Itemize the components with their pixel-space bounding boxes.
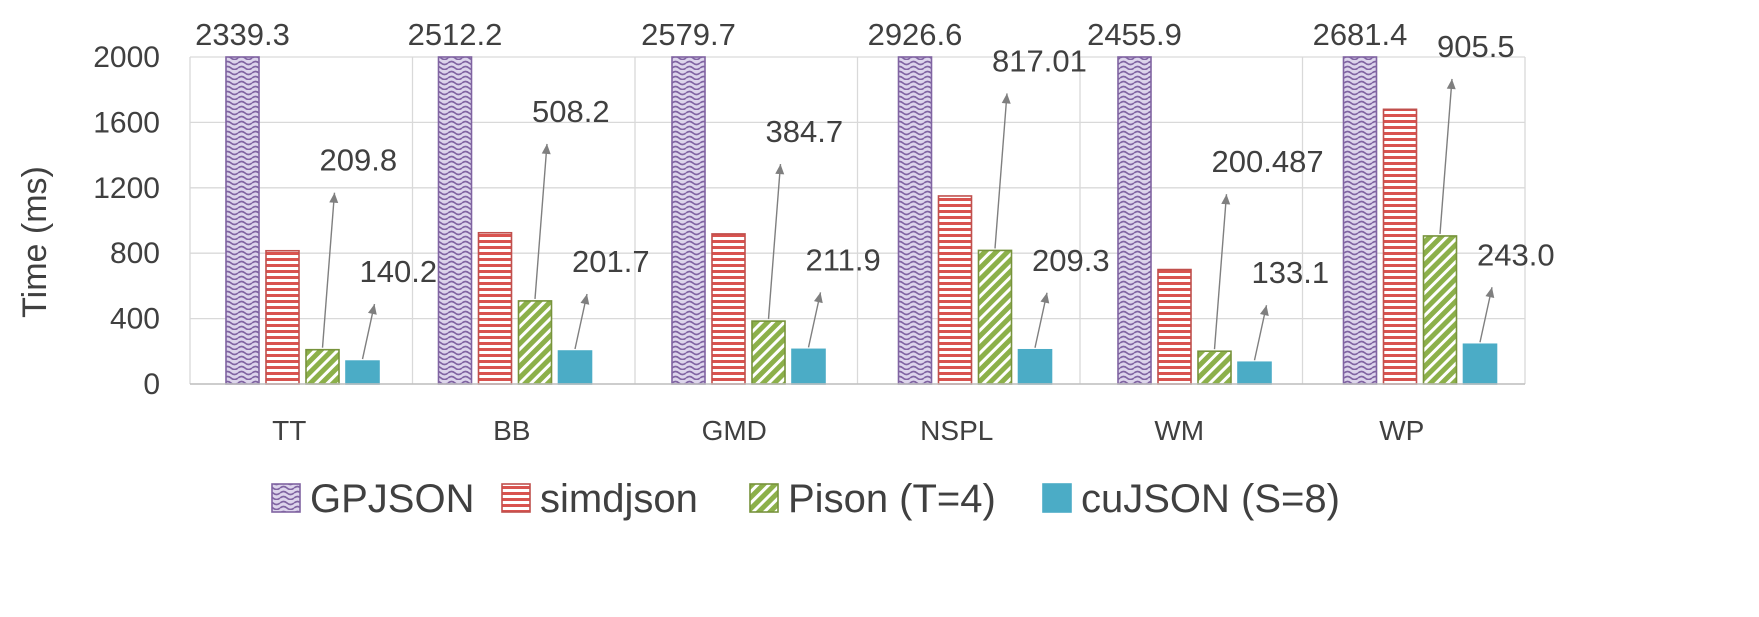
y-tick-label: 800 bbox=[110, 237, 160, 270]
data-labels-layer: 2339.3 209.8 140.2 2512.2 508.2 201.7 2579.7 38… bbox=[195, 17, 1555, 361]
data-label: 508.2 bbox=[532, 94, 610, 129]
data-label: 209.3 bbox=[1032, 243, 1110, 278]
legend-label: GPJSON bbox=[310, 477, 474, 521]
bar-cujson-s-8-bb bbox=[557, 350, 593, 385]
legend-swatch bbox=[501, 483, 531, 513]
bar-simdjson-gmd bbox=[711, 233, 746, 385]
data-label: 2455.9 bbox=[1087, 17, 1182, 52]
data-label: 209.8 bbox=[320, 143, 398, 178]
bar-simdjson-wp bbox=[1382, 108, 1418, 385]
legend-swatch bbox=[749, 483, 779, 513]
data-label: 2339.3 bbox=[195, 17, 290, 52]
x-tick-label: BB bbox=[493, 415, 530, 446]
data-label: 140.2 bbox=[360, 254, 438, 289]
y-tick-label: 1600 bbox=[93, 106, 160, 139]
x-tick-label: NSPL bbox=[920, 415, 993, 446]
y-axis-title: Time (ms) bbox=[16, 166, 54, 318]
leader-line bbox=[994, 93, 1008, 249]
data-label: 2512.2 bbox=[408, 17, 503, 52]
data-label: 2579.7 bbox=[641, 17, 736, 52]
legend-swatch bbox=[271, 483, 301, 513]
data-label: 905.5 bbox=[1437, 29, 1515, 64]
data-label: 243.0 bbox=[1477, 237, 1555, 272]
legend: GPJSON simdjson Pison (T=4) cuJSON (S=8) bbox=[271, 477, 1340, 521]
legend-label: cuJSON (S=8) bbox=[1081, 477, 1340, 521]
data-label: 2681.4 bbox=[1313, 17, 1408, 52]
data-label: 133.1 bbox=[1252, 255, 1330, 290]
bar-pison-t-4-bb bbox=[517, 300, 553, 385]
x-tick-label: WM bbox=[1154, 415, 1204, 446]
data-label: 211.9 bbox=[806, 242, 881, 277]
bar-gpjson-bb bbox=[437, 56, 473, 385]
bar-pison-t-4-wp bbox=[1422, 235, 1458, 385]
bar-pison-t-4-wm bbox=[1197, 350, 1232, 385]
y-tick-label: 1200 bbox=[93, 172, 160, 205]
bar-pison-t-4-gmd bbox=[751, 320, 786, 385]
bar-gpjson-tt bbox=[225, 56, 260, 385]
leader-arrowhead bbox=[813, 292, 823, 304]
y-tick-label: 400 bbox=[110, 303, 160, 336]
x-tick-label: GMD bbox=[702, 415, 767, 446]
y-tick-label: 0 bbox=[143, 368, 160, 401]
leader-arrowhead bbox=[1485, 287, 1495, 298]
leader-arrowhead bbox=[1259, 305, 1269, 316]
grid-layer bbox=[189, 56, 1526, 385]
bar-cujson-s-8-gmd bbox=[791, 348, 826, 385]
leader-line bbox=[767, 164, 782, 320]
bar-pison-t-4-tt bbox=[305, 348, 340, 385]
bar-cujson-s-8-wp bbox=[1462, 343, 1498, 385]
leader-arrowhead bbox=[580, 294, 590, 305]
data-label: 201.7 bbox=[572, 244, 650, 279]
bar-cujson-s-8-tt bbox=[345, 360, 380, 385]
bar-simdjson-bb bbox=[477, 231, 513, 385]
bar-pison-t-4-nspl bbox=[977, 249, 1013, 385]
legend-label: simdjson bbox=[540, 477, 698, 521]
legend-label: Pison (T=4) bbox=[788, 477, 996, 521]
y-tick-label: 2000 bbox=[93, 41, 160, 74]
leader-arrowhead bbox=[541, 143, 551, 155]
leader-arrowhead bbox=[1001, 93, 1011, 104]
leader-line bbox=[1213, 194, 1228, 350]
leader-arrowhead bbox=[329, 192, 339, 204]
leader-line bbox=[321, 192, 336, 348]
bar-gpjson-wp bbox=[1342, 56, 1378, 385]
bar-gpjson-nspl bbox=[897, 56, 933, 385]
data-label: 2926.6 bbox=[868, 17, 963, 52]
bar-simdjson-nspl bbox=[937, 195, 973, 385]
legend-swatch bbox=[1042, 483, 1072, 513]
bar-simdjson-wm bbox=[1157, 268, 1192, 385]
leader-line bbox=[1439, 78, 1453, 235]
bar-cujson-s-8-wm bbox=[1237, 361, 1272, 385]
leader-arrowhead bbox=[775, 164, 785, 175]
bar-simdjson-tt bbox=[265, 249, 300, 385]
leader-arrowhead bbox=[1040, 292, 1050, 304]
data-label: 384.7 bbox=[766, 114, 844, 149]
x-tick-label: TT bbox=[272, 415, 306, 446]
bar-gpjson-wm bbox=[1117, 56, 1152, 385]
data-label: 200.487 bbox=[1212, 144, 1324, 179]
leader-arrowhead bbox=[367, 304, 377, 315]
bar-gpjson-gmd bbox=[671, 56, 706, 385]
leader-arrowhead bbox=[1446, 78, 1456, 90]
leader-line bbox=[534, 143, 548, 299]
bar-cujson-s-8-nspl bbox=[1017, 348, 1053, 385]
axis-layer: 0 400 800 1200 1600 2000 TT BB GMD NSPL WM WP bbox=[93, 41, 1525, 446]
bars-layer bbox=[225, 56, 1498, 385]
x-tick-label: WP bbox=[1379, 415, 1424, 446]
data-label: 817.01 bbox=[992, 43, 1087, 78]
leader-arrowhead bbox=[1221, 194, 1231, 205]
